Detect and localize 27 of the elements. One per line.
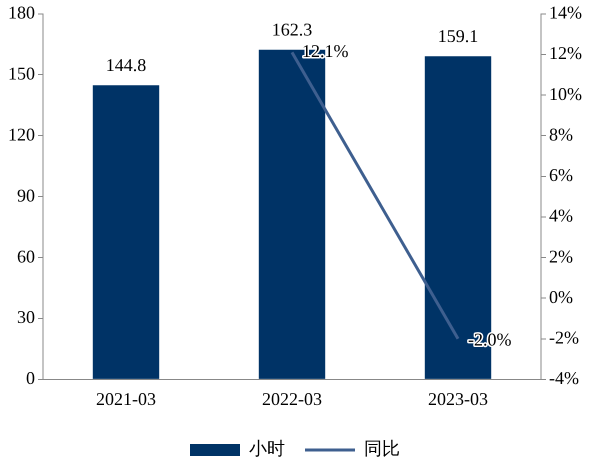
y2-tick-label: 6% bbox=[549, 165, 574, 186]
y-tick-label: 150 bbox=[8, 63, 35, 84]
data-label: 144.8 bbox=[106, 55, 146, 76]
y2-tick-label: 2% bbox=[549, 246, 574, 266]
y2-tick-label: 12% bbox=[549, 43, 582, 64]
data-label: 162.3 bbox=[272, 19, 312, 40]
data-label: 159.1 bbox=[438, 26, 478, 46]
legend-label: 小时 bbox=[249, 438, 285, 459]
y2-tick-label: 4% bbox=[549, 206, 574, 226]
y-tick-label: 60 bbox=[17, 246, 35, 266]
legend-label: 同比 bbox=[364, 438, 400, 459]
y-tick-label: 90 bbox=[17, 185, 35, 206]
y2-tick-label: 14% bbox=[549, 2, 582, 23]
y2-tick-label: -2% bbox=[549, 328, 580, 348]
y2-tick-label: 8% bbox=[549, 124, 574, 144]
data-label: 12.1% bbox=[302, 41, 349, 62]
y2-tick-label: 0% bbox=[549, 286, 574, 307]
y2-tick-label: -4% bbox=[549, 368, 580, 388]
bar bbox=[92, 85, 160, 379]
x-tick-label: 2022-03 bbox=[262, 388, 322, 409]
x-tick-label: 2021-03 bbox=[96, 388, 156, 409]
x-tick-label: 2023-03 bbox=[428, 388, 488, 409]
y-tick-label: 0 bbox=[26, 368, 35, 388]
y-tick-label: 30 bbox=[17, 307, 35, 328]
y-tick-label: 120 bbox=[8, 124, 35, 144]
y2-tick-label: 10% bbox=[549, 84, 582, 104]
y-tick-label: 180 bbox=[8, 2, 35, 23]
